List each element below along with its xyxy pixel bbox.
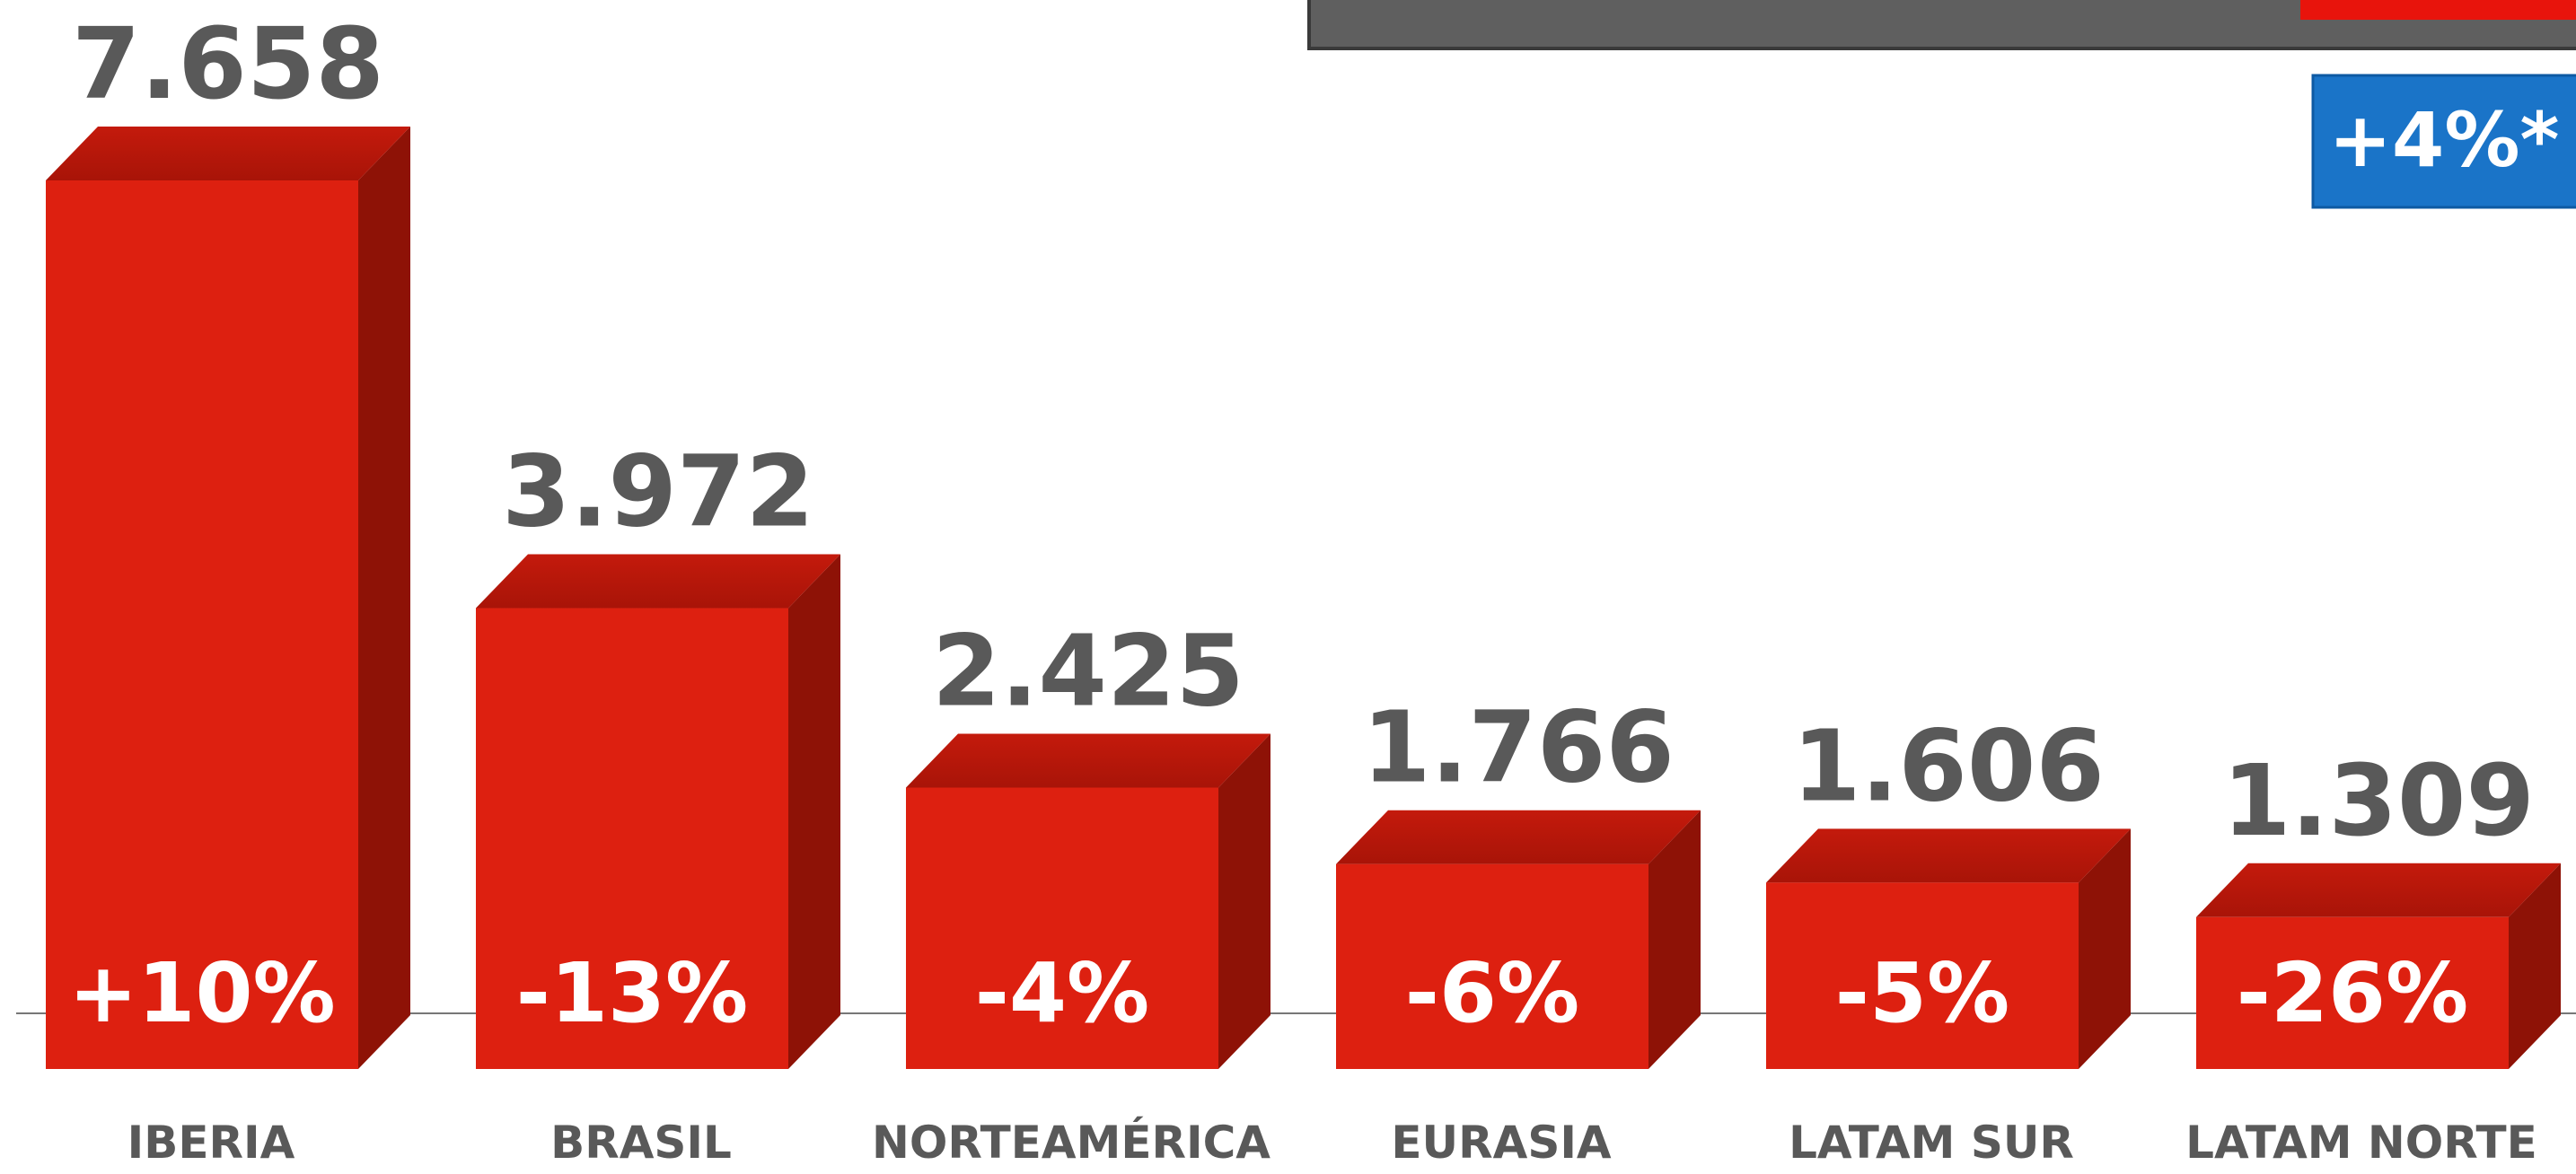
bar-side: [788, 554, 840, 1069]
bar-top: [1336, 810, 1701, 864]
bar-top: [476, 554, 840, 609]
total-badge: [2311, 74, 2576, 209]
change-label: -13%: [516, 945, 748, 1041]
value-label: 1.766: [1362, 690, 1675, 805]
change-label: -4%: [975, 945, 1149, 1041]
bar: [476, 608, 788, 1069]
header-accent: [2300, 0, 2576, 20]
bar: [1336, 863, 1648, 1069]
bar: [1766, 882, 2079, 1069]
bar-side: [2509, 863, 2561, 1069]
change-label: +10%: [68, 945, 335, 1041]
bar-side: [1218, 733, 1270, 1069]
category-label: IBERIA: [127, 1117, 295, 1169]
bar-top: [906, 733, 1270, 788]
bar-side: [2079, 828, 2131, 1069]
change-label: -5%: [1835, 945, 2009, 1041]
category-label: LATAM SUR: [1789, 1117, 2074, 1169]
value-label: 7.658: [72, 6, 384, 121]
value-label: 1.606: [1792, 708, 2105, 823]
category-label: LATAM NORTE: [2185, 1117, 2537, 1169]
bar-top: [46, 127, 410, 180]
category-label: NORTEAMÉRICA: [872, 1116, 1270, 1169]
bar: [2196, 916, 2509, 1069]
value-label: 2.425: [932, 614, 1244, 729]
change-label: -26%: [2237, 945, 2468, 1041]
change-label: -6%: [1405, 945, 1579, 1041]
bar: [906, 787, 1218, 1069]
value-label: 1.309: [2222, 743, 2535, 858]
bar-top: [2196, 863, 2561, 917]
bar-side: [1648, 810, 1701, 1069]
value-label: 3.972: [502, 434, 814, 549]
category-label: BRASIL: [550, 1117, 732, 1169]
category-label: EURASIA: [1391, 1117, 1612, 1169]
total-change: +4%*: [2329, 96, 2560, 184]
bar-side: [358, 127, 410, 1069]
bar: [46, 180, 358, 1069]
bar-top: [1766, 828, 2131, 883]
